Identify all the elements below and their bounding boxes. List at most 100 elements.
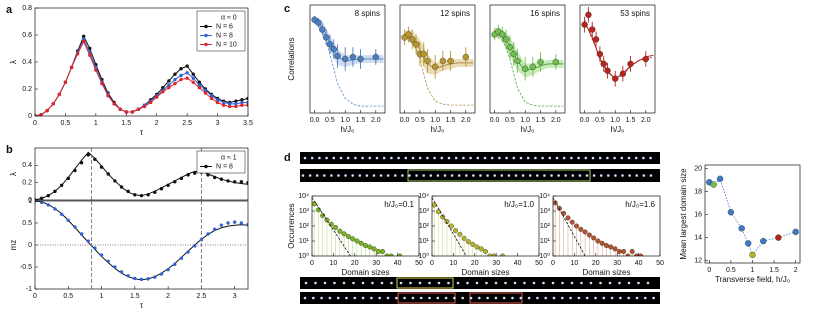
marker bbox=[215, 98, 220, 102]
x-tick-label: 20 bbox=[351, 260, 359, 267]
ion bbox=[602, 296, 606, 300]
x-tick-label: 50 bbox=[656, 260, 664, 267]
y-tick-label: 0.6 bbox=[22, 32, 32, 39]
domain-box bbox=[396, 277, 454, 289]
marker bbox=[342, 55, 349, 63]
marker bbox=[621, 248, 627, 254]
ion bbox=[440, 156, 444, 160]
ion bbox=[618, 281, 621, 285]
marker bbox=[447, 57, 454, 65]
marker bbox=[126, 274, 130, 278]
marker bbox=[173, 180, 177, 184]
marker bbox=[161, 90, 165, 94]
series-line bbox=[553, 197, 586, 256]
marker bbox=[93, 157, 97, 161]
ion bbox=[555, 156, 559, 160]
domain-box bbox=[407, 169, 591, 182]
y-tick-label: 10² bbox=[299, 223, 310, 230]
marker bbox=[604, 243, 610, 249]
y-tick-label: 0.4 bbox=[22, 162, 32, 169]
ion bbox=[606, 156, 609, 160]
ion bbox=[485, 281, 488, 285]
marker bbox=[167, 85, 171, 90]
marker bbox=[53, 207, 57, 211]
ion bbox=[408, 174, 411, 177]
plot-area bbox=[491, 24, 564, 107]
ion bbox=[493, 174, 497, 177]
ion bbox=[551, 281, 555, 285]
annotation: 16 spins bbox=[530, 9, 560, 18]
y-tick-label: 10³ bbox=[299, 208, 310, 215]
y-axis-label: λ bbox=[9, 172, 18, 176]
marker bbox=[53, 189, 57, 194]
ion bbox=[598, 156, 602, 160]
ion bbox=[599, 281, 602, 285]
ion bbox=[454, 156, 458, 160]
x-tick-label: 1.5 bbox=[446, 117, 456, 124]
plot-area bbox=[706, 175, 799, 259]
y-tick-label: 10¹ bbox=[540, 238, 551, 245]
marker bbox=[35, 114, 37, 116]
marker bbox=[191, 80, 195, 84]
panel: 0.0 0.5 1.0 1.5 2.0 h/J₀ 12 spins bbox=[399, 4, 476, 134]
y-tick-label: 0.2 bbox=[22, 180, 32, 187]
marker bbox=[552, 58, 560, 66]
marker bbox=[185, 76, 189, 80]
marker bbox=[330, 45, 337, 53]
ion bbox=[577, 296, 581, 300]
ion bbox=[619, 296, 622, 300]
x-tick-label: 40 bbox=[514, 260, 522, 267]
x-tick-label: 1.5 bbox=[356, 117, 366, 124]
x-axis-label: h/J₀ bbox=[611, 125, 625, 134]
marker bbox=[453, 228, 459, 234]
panel: 0.0 0.5 1.0 1.5 2.0 h/J₀ 53 spins bbox=[579, 4, 656, 134]
marker bbox=[591, 235, 597, 241]
marker bbox=[197, 80, 202, 84]
x-tick-label: 1.5 bbox=[130, 293, 140, 300]
marker bbox=[166, 183, 170, 187]
x-tick-label: 0 bbox=[707, 267, 711, 274]
panel: 0 0.2 0.4 λ b α ≈ 1 N = 8 bbox=[6, 144, 249, 204]
marker bbox=[350, 236, 356, 242]
ion bbox=[532, 281, 536, 285]
legend-title: α ≈ 0 bbox=[221, 14, 237, 21]
ion bbox=[607, 174, 610, 177]
ion bbox=[577, 156, 580, 160]
marker bbox=[75, 52, 80, 56]
marker bbox=[167, 79, 171, 83]
plot-frame bbox=[579, 4, 656, 114]
ion bbox=[312, 296, 315, 300]
ion bbox=[570, 156, 573, 160]
x-tick-label: 0.5 bbox=[61, 120, 71, 127]
ion bbox=[635, 174, 638, 177]
ion bbox=[564, 174, 567, 177]
ion bbox=[490, 156, 494, 160]
panel-label: b bbox=[6, 144, 13, 156]
marker bbox=[59, 212, 64, 216]
marker bbox=[119, 270, 124, 274]
marker bbox=[133, 276, 137, 281]
x-tick-label: 30 bbox=[492, 260, 500, 267]
ion bbox=[428, 296, 431, 300]
marker bbox=[73, 225, 77, 229]
marker bbox=[155, 95, 159, 99]
marker bbox=[100, 81, 104, 86]
marker bbox=[142, 104, 147, 109]
marker bbox=[409, 36, 416, 43]
plot-area bbox=[432, 197, 506, 256]
marker bbox=[113, 265, 117, 269]
plot-frame bbox=[34, 200, 249, 290]
legend-label: N = 8 bbox=[216, 163, 233, 170]
ion bbox=[337, 174, 340, 177]
legend-label: N = 6 bbox=[216, 23, 233, 30]
x-tick-label: 10 bbox=[571, 260, 579, 267]
y-tick-label: 16 bbox=[694, 211, 702, 218]
ion bbox=[429, 174, 433, 177]
band bbox=[404, 30, 474, 75]
x-tick-label: 2 bbox=[166, 293, 170, 300]
marker bbox=[99, 165, 104, 169]
marker bbox=[46, 193, 51, 198]
ion bbox=[507, 174, 511, 177]
ion bbox=[397, 156, 400, 160]
plot-area bbox=[401, 26, 474, 106]
